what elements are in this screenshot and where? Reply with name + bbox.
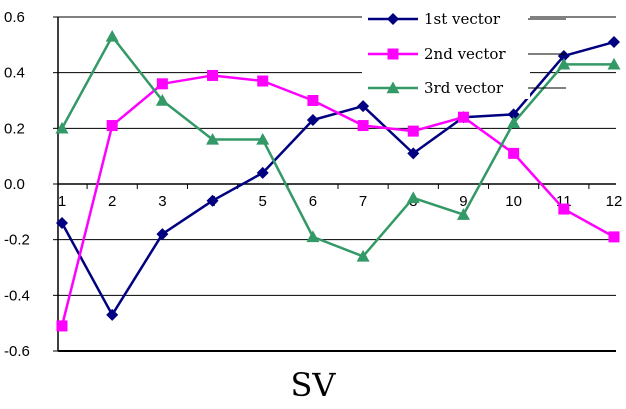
y-tick-label: -0.2 (4, 232, 30, 249)
data-point (105, 29, 119, 42)
x-tick-label: 12 (606, 193, 623, 210)
series-line (60, 35, 614, 258)
data-point (156, 228, 169, 241)
data-point (557, 57, 571, 70)
legend: 1st vector 2nd vector 3rd vector (362, 3, 566, 99)
data-point (155, 94, 169, 106)
y-tick-label: 0.4 (4, 65, 25, 82)
legend-entry: 2nd vector (368, 45, 566, 63)
y-tick-labels: 0.6 0.4 0.2 0.0 -0.2 -0.4 -0.6 (4, 9, 30, 360)
data-point (55, 121, 69, 134)
data-point (457, 111, 469, 123)
series-line (60, 74, 615, 327)
data-point (56, 216, 68, 229)
data-point (407, 147, 420, 160)
y-tick-label: 0.6 (4, 9, 25, 26)
data-point (507, 116, 521, 128)
data-point (356, 249, 370, 262)
x-tick-label: 7 (359, 193, 367, 210)
x-tick-label: 3 (158, 193, 166, 210)
data-point (508, 147, 520, 159)
data-point (206, 132, 220, 145)
data-point (56, 320, 68, 332)
x-tick-label: 1 (58, 193, 66, 210)
data-point (106, 120, 118, 132)
legend-label: 3rd vector (424, 79, 504, 97)
x-tick-label: 10 (505, 193, 522, 210)
y-tick-label: 0.0 (4, 176, 25, 193)
data-point (608, 36, 620, 49)
data-point (406, 191, 420, 204)
data-point (307, 95, 319, 106)
legend-marker (387, 48, 399, 60)
data-point (357, 120, 369, 132)
data-point (557, 49, 570, 62)
data-point (256, 132, 270, 145)
data-point (256, 166, 269, 179)
data-point (558, 203, 570, 215)
x-tick-label: 9 (459, 193, 467, 210)
series-3 (55, 29, 621, 262)
legend-label: 1st vector (424, 10, 501, 28)
series (55, 29, 621, 332)
x-tick-label: 2 (108, 193, 116, 210)
y-tick-label: -0.6 (4, 343, 30, 360)
legend-marker (386, 81, 400, 94)
x-tick-label: 5 (259, 193, 267, 210)
legend-entry: 1st vector (368, 10, 566, 28)
legend-marker (387, 13, 399, 25)
y-tick-label: 0.2 (4, 120, 25, 137)
axes (53, 16, 616, 352)
y-tick-label: -0.4 (4, 287, 30, 304)
data-point (207, 69, 219, 81)
data-point (206, 194, 219, 207)
data-point (608, 231, 620, 243)
series-2 (56, 69, 620, 332)
data-point (257, 75, 269, 87)
data-point (156, 78, 168, 90)
legend-entry: 3rd vector (368, 79, 566, 97)
data-point (306, 230, 320, 243)
data-point (407, 125, 419, 137)
series-line (60, 40, 615, 317)
x-axis-label: SV (290, 366, 336, 404)
data-point (607, 57, 621, 70)
data-point (106, 308, 119, 321)
data-point (456, 208, 470, 220)
data-point (306, 113, 319, 126)
x-tick-labels: 123456789101112 (58, 193, 623, 210)
data-point (357, 100, 370, 113)
legend-label: 2nd vector (424, 45, 506, 63)
x-tick-label: 6 (309, 193, 317, 210)
